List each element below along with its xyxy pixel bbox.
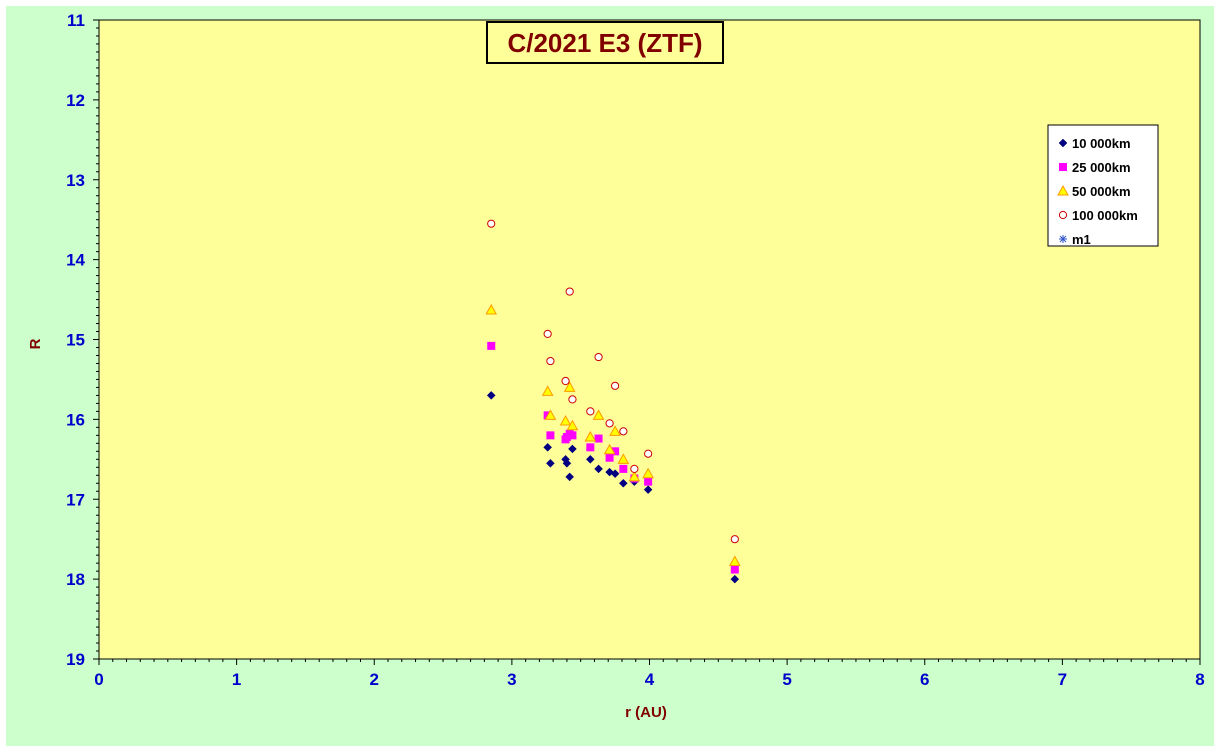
point-10000km <box>730 574 740 584</box>
point-100000km <box>586 407 595 416</box>
point-100000km <box>568 395 577 404</box>
chart-frame: 0 1 2 3 4 5 6 7 8 11 12 13 14 15 16 17 18 19 C/2021 E3 (Z… <box>6 6 1214 746</box>
x-tick-label: 4 <box>645 670 655 689</box>
point-50000km <box>559 414 572 426</box>
point-10000km <box>562 458 572 468</box>
y-tick-label: 19 <box>66 650 85 669</box>
point-100000km <box>594 352 603 362</box>
x-tick-label: 5 <box>782 670 791 689</box>
legend-marker-3 <box>1058 210 1068 220</box>
point-10000km <box>585 454 595 464</box>
y-tick-label: 12 <box>66 91 85 110</box>
point-50000km <box>541 385 554 396</box>
chart-title: C/2021 E3 (ZTF) <box>507 28 702 58</box>
x-tick-label: 7 <box>1058 670 1067 689</box>
legend: 10 000km 25 000km 50 000km 100 000km m1 <box>1047 124 1159 247</box>
point-10000km <box>546 458 555 468</box>
point-25000km <box>611 447 620 456</box>
legend-marker-0 <box>1058 138 1068 148</box>
point-50000km <box>617 453 630 464</box>
point-50000km <box>485 303 498 315</box>
point-10000km <box>565 472 575 482</box>
point-100000km <box>546 356 555 366</box>
legend-marker-2 <box>1057 184 1069 196</box>
point-25000km <box>546 431 555 440</box>
x-axis-title: r (AU) <box>625 704 667 721</box>
legend-label: 100 000km <box>1072 208 1138 223</box>
y-tick-label: 14 <box>66 251 85 270</box>
point-10000km <box>568 444 577 454</box>
point-100000km <box>605 419 614 428</box>
plot-area <box>98 19 1201 660</box>
y-axis-title: R <box>27 338 44 349</box>
point-25000km <box>619 464 628 473</box>
point-100000km <box>543 329 552 339</box>
point-50000km <box>563 381 576 392</box>
point-100000km <box>630 464 639 473</box>
y-tick-label: 13 <box>66 171 85 190</box>
legend-label: 50 000km <box>1072 184 1131 199</box>
x-tick-label: 6 <box>920 670 929 689</box>
legend-marker-4 <box>1059 235 1067 243</box>
point-100000km <box>730 535 739 544</box>
point-25000km <box>594 434 603 443</box>
point-50000km <box>628 470 641 482</box>
point-25000km <box>568 431 577 440</box>
point-10000km <box>643 485 653 495</box>
legend-label: 10 000km <box>1072 136 1131 151</box>
point-25000km <box>730 565 739 574</box>
y-tick-label: 11 <box>67 11 85 30</box>
x-tick-label: 1 <box>232 670 241 689</box>
y-tick-label: 15 <box>66 331 85 350</box>
point-100000km <box>619 427 628 436</box>
point-50000km <box>584 430 597 442</box>
point-10000km <box>543 442 553 452</box>
point-100000km <box>561 376 570 386</box>
point-50000km <box>603 443 616 455</box>
point-100000km <box>565 287 574 296</box>
x-tick-label: 0 <box>94 670 103 689</box>
legend-marker-1 <box>1059 163 1067 171</box>
x-tick-label: 8 <box>1195 670 1204 689</box>
point-10000km <box>486 391 496 400</box>
point-50000km <box>728 555 741 567</box>
y-tick-label: 16 <box>66 410 85 429</box>
point-50000km <box>592 409 605 420</box>
legend-label: m1 <box>1072 232 1091 247</box>
point-100000km <box>610 381 620 390</box>
y-tick-label: 17 <box>66 490 85 509</box>
point-50000km <box>642 467 654 479</box>
point-25000km <box>586 443 595 452</box>
point-10000km <box>594 464 603 474</box>
point-50000km <box>544 409 557 420</box>
point-100000km <box>644 449 653 458</box>
x-tick-label: 2 <box>370 670 379 689</box>
point-50000km <box>609 425 621 436</box>
chart-title-box: C/2021 E3 (ZTF) <box>486 21 724 64</box>
point-10000km <box>610 469 620 479</box>
x-tick-label: 3 <box>507 670 516 689</box>
point-10000km <box>618 478 628 488</box>
y-tick-label: 18 <box>66 570 85 589</box>
point-100000km <box>487 219 496 228</box>
point-25000km <box>487 341 496 350</box>
point-25000km <box>644 477 653 486</box>
point-50000km <box>566 419 579 431</box>
legend-label: 25 000km <box>1072 160 1131 175</box>
marks-layer <box>485 219 741 584</box>
point-25000km <box>605 453 614 462</box>
